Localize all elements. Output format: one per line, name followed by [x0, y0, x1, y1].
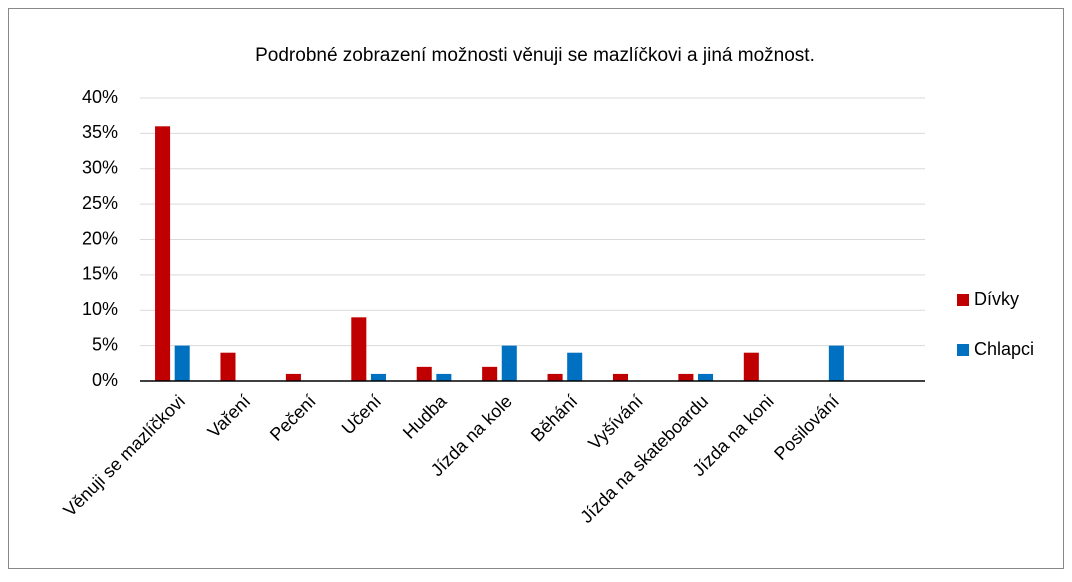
y-tick-label: 20% — [82, 228, 118, 248]
bar — [501, 345, 517, 381]
y-tick-label: 0% — [92, 370, 118, 390]
bar — [482, 366, 498, 381]
y-tick-label: 40% — [82, 87, 118, 107]
legend-swatch — [957, 294, 969, 306]
bar — [370, 373, 386, 381]
chart-title: Podrobné zobrazení možnosti věnuji se ma… — [255, 45, 815, 66]
y-tick-label: 5% — [92, 334, 118, 354]
bar — [351, 317, 367, 381]
y-tick-label: 10% — [82, 299, 118, 319]
bar — [174, 345, 190, 381]
y-tick-label: 30% — [82, 158, 118, 178]
y-tick-label: 35% — [82, 122, 118, 142]
bar — [285, 373, 301, 381]
legend-label: Chlapci — [974, 339, 1034, 359]
bar — [612, 373, 629, 381]
bar — [436, 373, 452, 381]
bar — [220, 352, 236, 381]
bar — [678, 373, 694, 381]
bar — [547, 373, 563, 381]
bar — [416, 366, 432, 381]
bar — [155, 126, 171, 381]
y-tick-label: 15% — [82, 264, 118, 284]
legend-swatch — [957, 344, 969, 356]
chart-border — [8, 8, 1064, 569]
bar — [567, 352, 583, 381]
y-tick-label: 25% — [82, 193, 118, 213]
legend-label: Dívky — [974, 289, 1019, 309]
bar — [828, 345, 844, 381]
bar — [698, 373, 714, 381]
bar — [743, 352, 759, 381]
